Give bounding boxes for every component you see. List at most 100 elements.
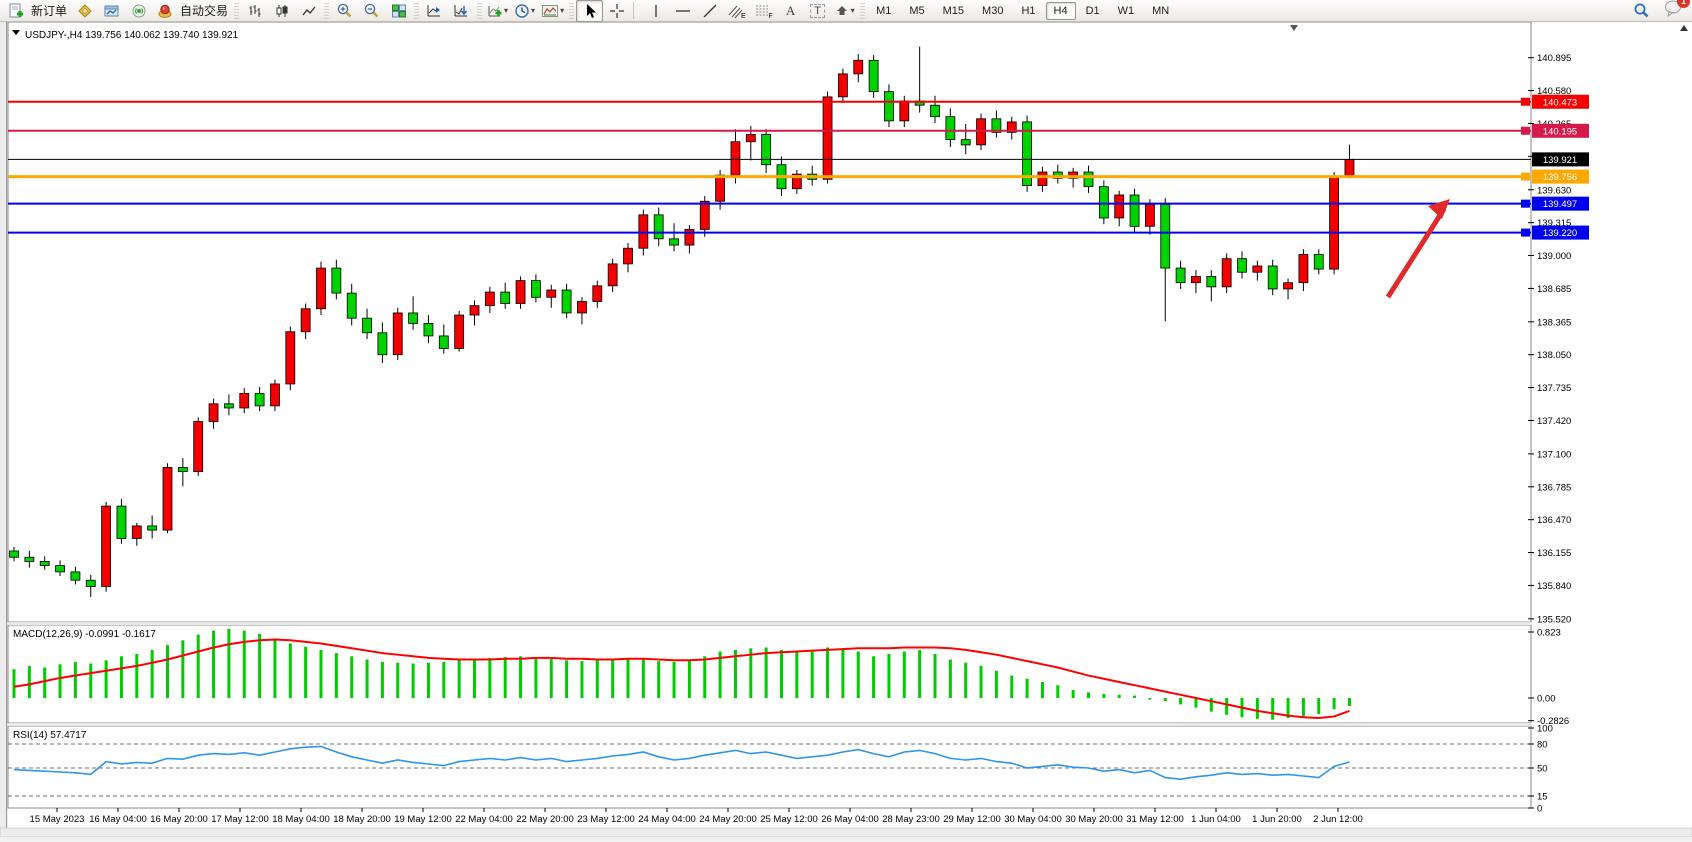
price-tick-label: 137.420 (1537, 416, 1571, 427)
timeframe-m30-button[interactable]: M30 (982, 4, 1004, 17)
trend-arrow-annotation[interactable] (1385, 199, 1450, 299)
autotrade-label[interactable]: 自动交易 (180, 4, 229, 18)
bull-candle (469, 305, 480, 316)
chart-window[interactable]: USDJPY-,H4 139.756 140.062 139.740 139.9… (0, 21, 1692, 838)
bull-candle (1006, 121, 1017, 133)
time-tick-label: 30 May 20:00 (1065, 814, 1123, 825)
bear-candle (884, 91, 894, 122)
price-tick-label: 136.155 (1537, 548, 1571, 559)
channel-tool-button[interactable]: E (723, 0, 750, 22)
timeframe-h4-button[interactable]: H4 (1045, 1, 1076, 20)
new-order-icon (9, 3, 23, 17)
horizontal-line-tool-button[interactable] (669, 0, 696, 22)
bottom-window-strip (0, 827, 1692, 838)
rsi-tick-label: 15 (1537, 792, 1548, 803)
periods-button[interactable]: ▾ (511, 0, 538, 22)
metaeditor-button[interactable] (71, 0, 98, 22)
bull-candle (592, 285, 603, 302)
navigator-button[interactable] (448, 0, 475, 22)
tile-windows-button[interactable] (385, 0, 412, 22)
bull-candle (899, 100, 910, 122)
search-button[interactable] (1627, 0, 1654, 22)
autotrade-button[interactable] (152, 0, 179, 22)
vertical-line-tool-button[interactable] (642, 0, 669, 22)
price-tick-label: 140.895 (1537, 53, 1571, 64)
chart-profile-button[interactable] (98, 0, 125, 22)
autotrade-icon (158, 4, 172, 18)
price-line-badge-label: 140.473 (1543, 97, 1577, 108)
dropdown-caret-icon: ▾ (560, 6, 565, 15)
bear-candle (70, 571, 81, 581)
timeframe-m1-button[interactable]: M1 (876, 4, 892, 17)
zoom-in-button[interactable] (331, 0, 358, 22)
signals-icon (132, 4, 146, 17)
bull-candle (791, 173, 802, 190)
templates-button[interactable]: ▾ (538, 0, 567, 22)
toolbar-grip (234, 2, 240, 19)
time-tick-label: 29 May 12:00 (943, 814, 1001, 825)
price-tick-label: 139.315 (1537, 218, 1571, 229)
trendline-tool-button[interactable] (696, 0, 723, 22)
timeframe-mn-button[interactable]: MN (1152, 4, 1170, 17)
bull-candle (699, 200, 710, 230)
time-tick-label: 19 May 12:00 (394, 814, 452, 825)
line-chart-button[interactable] (295, 0, 322, 22)
text-tool-button[interactable]: A (777, 0, 804, 22)
candles[interactable] (9, 46, 1355, 597)
bar-chart-button[interactable] (241, 0, 268, 22)
main-toolbar: 新订单 自动交易 (0, 0, 1692, 22)
macd-label: MACD(12,26,9) -0.0991 -0.1617 (13, 629, 156, 640)
timeframe-w1-button[interactable]: W1 (1117, 4, 1135, 17)
timeframe-m5-button[interactable]: M5 (909, 4, 925, 17)
zoom-out-button[interactable] (358, 0, 385, 22)
toolbar-grip (860, 2, 866, 19)
bar-chart-icon (249, 4, 261, 17)
panel-divider (8, 622, 1531, 625)
arrow-head (1428, 199, 1450, 219)
bear-candle (362, 317, 372, 334)
bull-candle (745, 134, 756, 143)
bear-candle (55, 565, 65, 573)
crosshair-tool-button[interactable] (603, 0, 630, 22)
timeframe-h1-button[interactable]: H1 (1021, 4, 1036, 17)
svg-text:F: F (768, 13, 772, 19)
time-tick-label: 18 May 04:00 (272, 814, 330, 825)
arrows-tool-button[interactable]: ▾ (831, 0, 858, 22)
chart-canvas[interactable]: USDJPY-,H4 139.756 140.062 139.740 139.9… (0, 21, 1692, 838)
cursor-tool-button[interactable] (576, 0, 604, 22)
bear-candle (438, 335, 449, 349)
bear-candle (1129, 194, 1140, 227)
templates-icon (542, 4, 559, 17)
current-price-badge (1532, 152, 1589, 167)
macd-tick-label: -0.2826 (1537, 716, 1569, 727)
vertical-line-icon (654, 4, 657, 17)
bear-candle (930, 104, 940, 118)
bull-candle (546, 289, 557, 298)
candlestick-chart-button[interactable] (268, 0, 295, 22)
price-tick-label: 137.735 (1537, 383, 1571, 394)
data-window-button[interactable] (421, 0, 448, 22)
toolbar-separator (633, 2, 640, 19)
bear-candle (1267, 265, 1278, 290)
panel-divider (8, 723, 1531, 726)
timeframe-m15-button[interactable]: M15 (942, 4, 965, 17)
timeframe-d1-button[interactable]: D1 (1085, 4, 1100, 17)
new-order-label[interactable]: 新订单 (31, 4, 68, 18)
trendline-icon (703, 4, 717, 17)
bear-candle (346, 292, 357, 319)
signals-button[interactable] (125, 0, 152, 22)
fibonacci-tool-button[interactable]: F (750, 0, 777, 22)
bull-candle (623, 247, 633, 265)
notifications-button[interactable]: 1 (1664, 0, 1690, 22)
line-chart-icon (302, 6, 316, 15)
bull-candle (1114, 194, 1125, 219)
price-tick-label: 138.685 (1537, 284, 1571, 295)
add-indicator-button[interactable]: ▾ (484, 0, 511, 22)
arrow-shaft (1385, 207, 1447, 299)
toolbar-grip (569, 2, 575, 19)
price-tick-label: 136.470 (1537, 515, 1571, 526)
text-label-tool-button[interactable]: T (804, 0, 831, 22)
bear-candle (85, 579, 96, 587)
new-order-button[interactable] (3, 0, 30, 22)
bear-candle (254, 392, 265, 407)
